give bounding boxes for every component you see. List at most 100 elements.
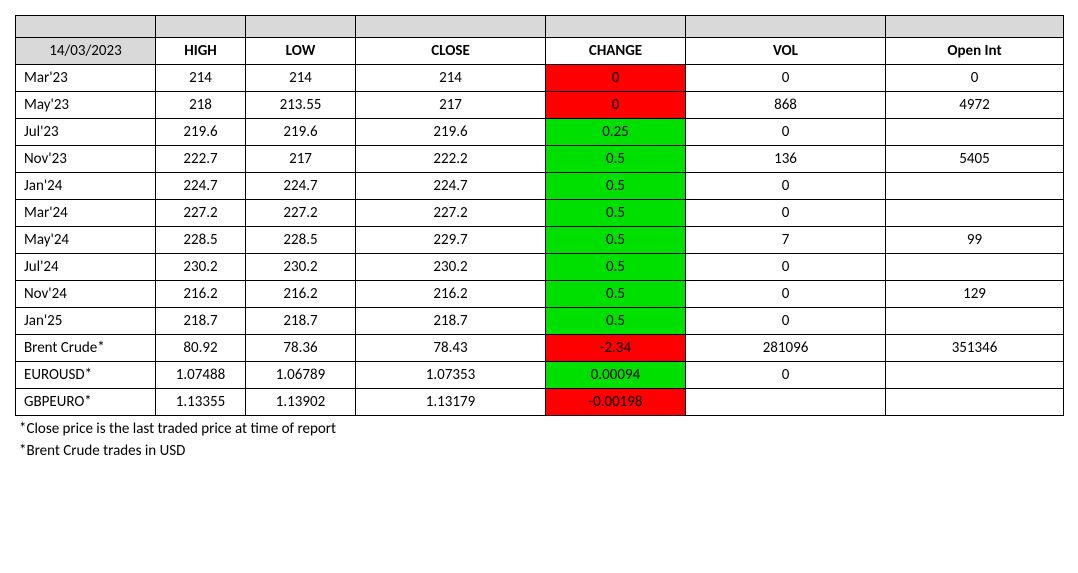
- cell-high: 1.07488: [156, 362, 246, 389]
- header-low: LOW: [246, 38, 356, 65]
- cell-openint: 351346: [886, 335, 1064, 362]
- cell-change: -0.00198: [546, 389, 686, 416]
- cell-change: 0.00094: [546, 362, 686, 389]
- cell-close: 230.2: [356, 254, 546, 281]
- cell-high: 228.5: [156, 227, 246, 254]
- cell-low: 213.55: [246, 92, 356, 119]
- row-label: Nov'23: [16, 146, 156, 173]
- cell-openint: [886, 200, 1064, 227]
- row-label: Nov'24: [16, 281, 156, 308]
- cell-close: 214: [356, 65, 546, 92]
- cell-low: 227.2: [246, 200, 356, 227]
- cell-low: 218.7: [246, 308, 356, 335]
- cell-close: 218.7: [356, 308, 546, 335]
- cell-high: 80.92: [156, 335, 246, 362]
- header-change: CHANGE: [546, 38, 686, 65]
- table-row: Jul'23219.6219.6219.60.250: [16, 119, 1064, 146]
- table-row: Jul'24230.2230.2230.20.50: [16, 254, 1064, 281]
- row-label: Mar'24: [16, 200, 156, 227]
- cell-close: 78.43: [356, 335, 546, 362]
- cell-openint: [886, 389, 1064, 416]
- cell-vol: 0: [686, 65, 886, 92]
- table-row: GBPEURO*1.133551.139021.13179-0.00198: [16, 389, 1064, 416]
- cell-low: 219.6: [246, 119, 356, 146]
- table-row: May'24228.5228.5229.70.5799: [16, 227, 1064, 254]
- header-high: HIGH: [156, 38, 246, 65]
- cell-high: 219.6: [156, 119, 246, 146]
- cell-change: 0: [546, 92, 686, 119]
- cell-high: 227.2: [156, 200, 246, 227]
- footnote-line: *Brent Crude trades in USD: [15, 440, 1063, 462]
- cell-close: 219.6: [356, 119, 546, 146]
- cell-high: 230.2: [156, 254, 246, 281]
- cell-change: 0.5: [546, 200, 686, 227]
- header-openint: Open Int: [886, 38, 1064, 65]
- table-row: Mar'24227.2227.2227.20.50: [16, 200, 1064, 227]
- cell-low: 78.36: [246, 335, 356, 362]
- cell-change: 0.5: [546, 254, 686, 281]
- futures-price-table: 14/03/2023 HIGH LOW CLOSE CHANGE VOL Ope…: [15, 15, 1064, 416]
- header-close: CLOSE: [356, 38, 546, 65]
- cell-change: 0.5: [546, 227, 686, 254]
- row-label: Jan'24: [16, 173, 156, 200]
- row-label: Brent Crude*: [16, 335, 156, 362]
- cell-close: 1.13179: [356, 389, 546, 416]
- row-label: Jul'23: [16, 119, 156, 146]
- row-label: Mar'23: [16, 65, 156, 92]
- cell-high: 224.7: [156, 173, 246, 200]
- cell-vol: 281096: [686, 335, 886, 362]
- table-row: Brent Crude*80.9278.3678.43-2.3428109635…: [16, 335, 1064, 362]
- cell-low: 228.5: [246, 227, 356, 254]
- cell-vol: 0: [686, 308, 886, 335]
- cell-high: 1.13355: [156, 389, 246, 416]
- cell-openint: 129: [886, 281, 1064, 308]
- row-label: Jan'25: [16, 308, 156, 335]
- table-row: EUROUSD*1.074881.067891.073530.000940: [16, 362, 1064, 389]
- cell-openint: [886, 173, 1064, 200]
- blank-header-row: [16, 16, 1064, 38]
- header-date: 14/03/2023: [16, 38, 156, 65]
- cell-vol: 0: [686, 119, 886, 146]
- row-label: Jul'24: [16, 254, 156, 281]
- footnote-line: *Close price is the last traded price at…: [15, 418, 1063, 440]
- cell-vol: [686, 389, 886, 416]
- cell-change: -2.34: [546, 335, 686, 362]
- cell-high: 218.7: [156, 308, 246, 335]
- cell-openint: [886, 362, 1064, 389]
- row-label: May'24: [16, 227, 156, 254]
- cell-low: 224.7: [246, 173, 356, 200]
- cell-openint: 5405: [886, 146, 1064, 173]
- cell-close: 227.2: [356, 200, 546, 227]
- cell-low: 214: [246, 65, 356, 92]
- cell-close: 229.7: [356, 227, 546, 254]
- cell-low: 217: [246, 146, 356, 173]
- cell-change: 0.25: [546, 119, 686, 146]
- cell-change: 0.5: [546, 281, 686, 308]
- row-label: GBPEURO*: [16, 389, 156, 416]
- cell-openint: 4972: [886, 92, 1064, 119]
- cell-low: 230.2: [246, 254, 356, 281]
- cell-vol: 136: [686, 146, 886, 173]
- cell-vol: 0: [686, 254, 886, 281]
- cell-high: 214: [156, 65, 246, 92]
- cell-change: 0: [546, 65, 686, 92]
- cell-openint: [886, 119, 1064, 146]
- cell-vol: 0: [686, 173, 886, 200]
- cell-openint: 0: [886, 65, 1064, 92]
- cell-close: 216.2: [356, 281, 546, 308]
- cell-vol: 7: [686, 227, 886, 254]
- cell-vol: 0: [686, 362, 886, 389]
- table-row: Mar'23214214214000: [16, 65, 1064, 92]
- row-label: EUROUSD*: [16, 362, 156, 389]
- footnotes: *Close price is the last traded price at…: [15, 418, 1063, 462]
- cell-low: 1.13902: [246, 389, 356, 416]
- cell-close: 1.07353: [356, 362, 546, 389]
- cell-low: 1.06789: [246, 362, 356, 389]
- cell-change: 0.5: [546, 308, 686, 335]
- cell-vol: 0: [686, 200, 886, 227]
- cell-high: 218: [156, 92, 246, 119]
- cell-openint: [886, 308, 1064, 335]
- cell-openint: [886, 254, 1064, 281]
- table-row: Nov'24216.2216.2216.20.50129: [16, 281, 1064, 308]
- cell-change: 0.5: [546, 146, 686, 173]
